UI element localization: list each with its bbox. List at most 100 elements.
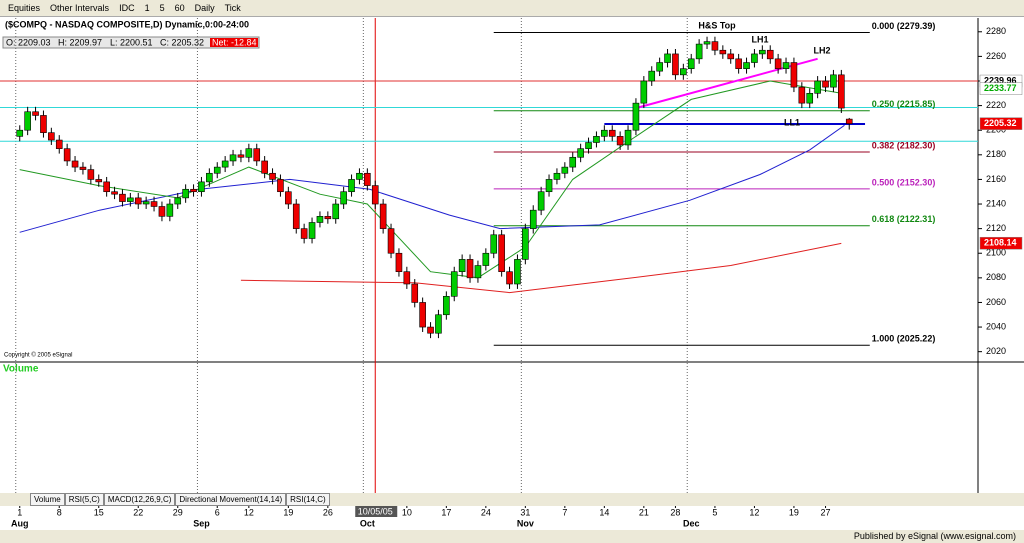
ohlc-high: H: 2209.97 — [58, 37, 102, 47]
y-tick-label: 2160 — [986, 174, 1006, 184]
tab[interactable]: RSI(5,C) — [64, 493, 104, 506]
candle-body — [474, 265, 482, 279]
candle-body — [774, 58, 782, 69]
candle-body — [269, 172, 276, 180]
candle-body — [711, 41, 719, 51]
x-tick-label: 26 — [323, 507, 333, 517]
candle-body — [687, 58, 695, 69]
month-label: Nov — [517, 518, 534, 528]
y-tick-label: 2280 — [986, 26, 1006, 36]
y-tick-label: 2100 — [986, 248, 1006, 258]
menu[interactable]: Other Intervals — [50, 3, 110, 13]
candle-body — [316, 216, 324, 223]
candle-body — [490, 234, 498, 254]
y-tick-label: 2080 — [986, 272, 1006, 282]
menu[interactable]: Equities — [8, 3, 41, 13]
candle-body — [206, 172, 213, 183]
candle-body — [174, 197, 182, 205]
x-tick-label: 19 — [789, 507, 799, 517]
x-tick-label: 5 — [712, 507, 717, 517]
candle-body — [261, 160, 268, 174]
candle-body — [40, 115, 47, 133]
candle-body — [340, 191, 347, 205]
candle-body — [411, 283, 419, 303]
candle-body — [782, 62, 790, 69]
candle-body — [48, 132, 55, 141]
net-bg — [210, 38, 258, 47]
candle-body — [356, 172, 363, 180]
candle-body — [150, 201, 158, 207]
y-tick-label: 2040 — [986, 321, 1006, 331]
candle-body — [806, 92, 814, 104]
month-label: Dec — [683, 518, 700, 528]
interval[interactable]: Daily — [194, 3, 215, 13]
candle-body — [348, 179, 355, 193]
tab[interactable]: RSI(14,C) — [286, 493, 330, 506]
symbol[interactable]: IDC — [119, 3, 135, 13]
candle-body — [32, 111, 39, 116]
fib-label: 0.618 (2122.31) — [872, 214, 936, 224]
x-tick-label: 29 — [173, 507, 183, 517]
ohlc-open: O: 2209.03 — [6, 37, 51, 47]
interval[interactable]: 60 — [174, 3, 185, 13]
candle-body — [71, 160, 79, 168]
candle-body — [379, 203, 387, 229]
candle-body — [703, 41, 711, 45]
candle-body — [427, 326, 434, 334]
volume-label: Volume — [3, 364, 39, 375]
candle-body — [253, 148, 261, 162]
interval[interactable]: Tick — [224, 3, 241, 13]
y-tick-label: 2020 — [986, 346, 1006, 356]
candle-body — [514, 259, 521, 285]
footer: Published by eSignal (www.esignal.com) — [0, 530, 1024, 543]
candle-body — [522, 228, 529, 260]
candle-body — [830, 74, 837, 88]
candle-body — [182, 188, 189, 199]
x-tick-label: 19 — [283, 507, 293, 517]
chart-header: ($COMPQ - NASDAQ COMPOSITE,D) Dynamic,0:… — [5, 19, 249, 29]
x-tick-label: 7 — [562, 507, 567, 517]
candle-body — [601, 129, 608, 137]
candle-body — [79, 166, 87, 170]
candle-body — [553, 172, 561, 180]
candle-body — [419, 302, 426, 328]
x-tick-label: 27 — [821, 507, 831, 517]
candle-body — [735, 58, 742, 69]
candle-body — [664, 53, 671, 63]
tab[interactable]: Directional Movement(14,14) — [175, 493, 287, 506]
candle-body — [443, 296, 450, 316]
candle-body — [237, 154, 245, 158]
candle-body — [561, 166, 569, 174]
tab[interactable]: Volume — [30, 493, 65, 506]
candle-body — [300, 228, 308, 239]
candle-body — [387, 228, 395, 254]
cursor-label-bg — [355, 506, 398, 517]
month-label: Aug — [11, 518, 29, 528]
candle-body — [790, 62, 798, 88]
annotation: LL1 — [784, 117, 800, 127]
candle-body — [103, 181, 110, 193]
interval[interactable]: 1 — [144, 3, 150, 13]
candle-body — [672, 53, 679, 76]
candle-body — [127, 197, 134, 202]
candle-body — [63, 148, 71, 162]
candle-body — [458, 259, 466, 272]
candle-body — [822, 80, 829, 88]
cursor-label: 10/05/05 — [358, 506, 393, 516]
x-tick-label: 17 — [441, 507, 451, 517]
candle-body — [95, 179, 103, 183]
x-tick-label: 31 — [520, 507, 530, 517]
candle-body — [585, 142, 592, 149]
x-tick-label: 12 — [749, 507, 759, 517]
candle-body — [134, 197, 142, 205]
candle-body — [845, 118, 853, 124]
candle-body — [695, 43, 703, 60]
tab[interactable]: MACD(12,26,9,C) — [103, 493, 176, 506]
price-marker-bg — [979, 82, 1023, 95]
candle-body — [111, 191, 118, 195]
toolbar: Equities Other Intervals IDC 1 5 60 Dail… — [0, 0, 1024, 17]
interval[interactable]: 5 — [159, 3, 165, 13]
y-tick-label: 2220 — [986, 100, 1006, 110]
candle-body — [466, 259, 474, 279]
fib-label: 0.000 (2279.39) — [872, 21, 936, 31]
